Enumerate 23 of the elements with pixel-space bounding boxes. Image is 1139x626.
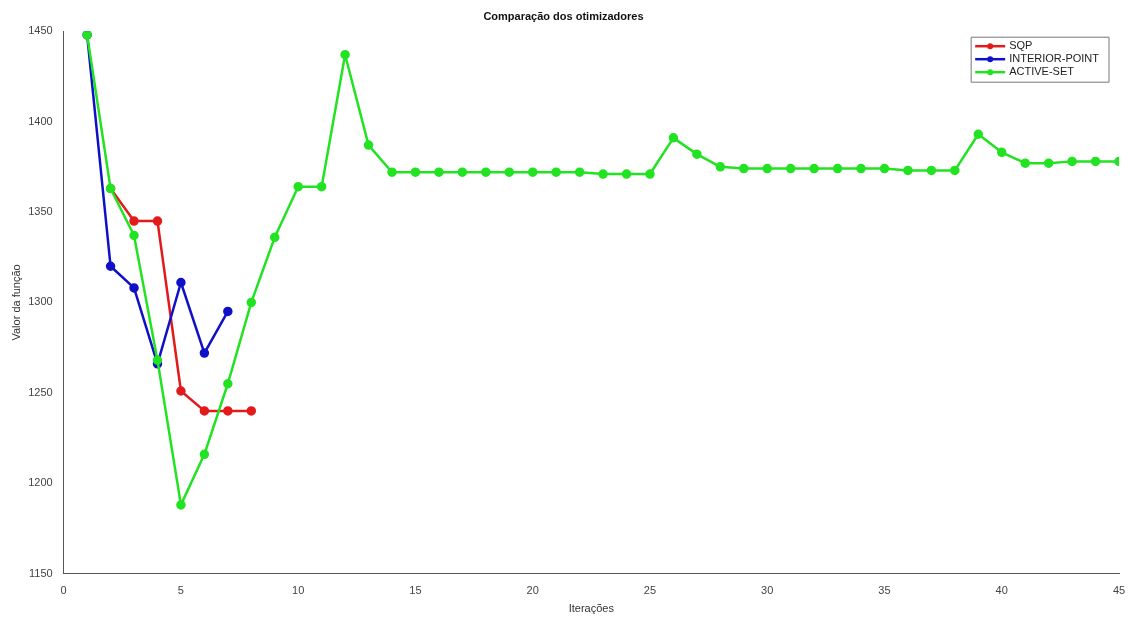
y-tick-label: 1400: [28, 114, 53, 127]
x-tick-label: 25: [643, 584, 657, 597]
legend-label: ACTIVE-SET: [1009, 65, 1075, 78]
x-tick-label: 45: [1112, 584, 1126, 597]
y-tick-label: 1200: [28, 476, 53, 489]
legend-label: SQP: [1009, 39, 1033, 52]
chart-title: Comparação dos otimizadores: [483, 9, 644, 22]
y-tick-label: 1300: [28, 295, 53, 308]
y-tick-label: 1150: [29, 566, 53, 579]
x-tick-label: 0: [60, 584, 67, 597]
x-tick-label: 40: [995, 584, 1008, 597]
y-axis-title: Valor da função: [9, 264, 22, 341]
x-tick-label: 20: [526, 584, 539, 597]
legend-label: INTERIOR-POINT: [1009, 52, 1100, 65]
x-tick-label: 10: [292, 584, 305, 597]
x-tick-label: 5: [177, 584, 184, 597]
x-tick-label: 15: [409, 584, 422, 597]
y-tick-label: 1450: [28, 24, 53, 37]
y-tick-label: 1350: [28, 205, 53, 218]
x-tick-label: 30: [761, 584, 774, 597]
y-tick-label: 1250: [28, 385, 53, 398]
x-axis-title: Iterações: [568, 602, 615, 615]
x-tick-label: 35: [878, 584, 891, 597]
